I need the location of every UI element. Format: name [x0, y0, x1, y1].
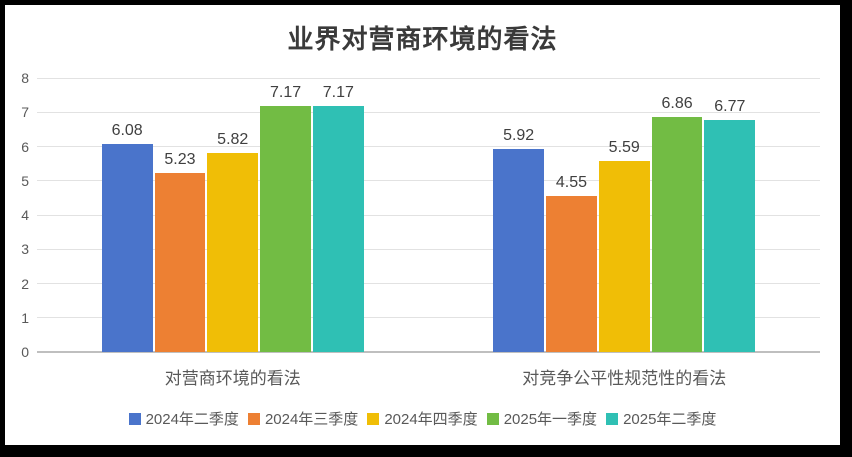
- plot-area: 6.08 5.23 5.82 7.17 7.17 5.92 4.55 5.59 6.86 6.77: [37, 77, 820, 353]
- bar-value-label: 5.92: [503, 127, 535, 145]
- y-tick-label: 3: [21, 241, 29, 258]
- gridline: [37, 111, 820, 113]
- y-tick-label: 0: [21, 344, 29, 360]
- y-tick-label: 1: [21, 309, 29, 326]
- y-tick-label: 6: [21, 138, 29, 155]
- legend-label: 2024年四季度: [384, 411, 478, 428]
- legend: 2024年二季度 2024年三季度 2024年四季度 2025年一季度 2025年二季度: [5, 408, 840, 429]
- legend-label: 2025年一季度: [503, 411, 598, 428]
- gridline: [37, 146, 820, 147]
- legend-item-2024年二季度: 2024年二季度: [128, 408, 239, 429]
- y-axis: 0 1 2 3 4 5 6 7 8: [5, 70, 31, 360]
- y-tick-label: 5: [21, 172, 29, 189]
- legend-item-2024年四季度: 2024年四季度: [367, 408, 478, 429]
- y-tick-label: 2: [21, 275, 29, 292]
- bar-value-label: 4.55: [555, 174, 587, 192]
- legend-swatch-icon: [128, 412, 141, 425]
- legend-swatch-icon: [367, 412, 380, 425]
- bar-value-label: 6.86: [661, 95, 693, 113]
- bar-value-label: 7.17: [322, 84, 354, 102]
- legend-swatch-icon: [247, 412, 260, 425]
- bar-2024年四季度-对营商环境的看法: [207, 152, 259, 352]
- bar-2024年三季度-对营商环境的看法: [154, 172, 206, 352]
- bar-value-label: 7.17: [269, 84, 302, 102]
- legend-label: 2024年二季度: [145, 411, 239, 428]
- bar-2025年一季度-对竞争公平性规范性的看法: [651, 117, 703, 352]
- bar-2025年一季度-对营商环境的看法: [260, 106, 311, 352]
- legend-item-2025年二季度: 2025年二季度: [606, 408, 716, 429]
- gridline: [37, 180, 820, 182]
- bar-value-label: 6.77: [714, 98, 746, 116]
- category-label: 对营商环境的看法: [164, 369, 301, 389]
- legend-item-2025年一季度: 2025年一季度: [486, 408, 598, 429]
- gridline: [37, 248, 820, 250]
- x-axis-baseline: [37, 351, 820, 353]
- bar-value-label: 5.59: [608, 138, 640, 156]
- legend-item-2024年三季度: 2024年三季度: [247, 408, 359, 429]
- chart-surface: 业界对营商环境的看法 0 1 2 3 4 5 6 7 8 6.08 5.23 5.82 7.17 7.1…: [5, 5, 840, 445]
- gridline: [37, 283, 820, 284]
- legend-swatch-icon: [486, 412, 499, 425]
- bar-2024年二季度-对竞争公平性规范性的看法: [493, 149, 545, 352]
- y-tick-label: 4: [21, 207, 29, 223]
- bar-2024年四季度-对竞争公平性规范性的看法: [598, 160, 650, 352]
- gridline: [37, 317, 820, 319]
- category-label: 对竞争公平性规范性的看法: [522, 369, 727, 389]
- legend-label: 2025年二季度: [623, 411, 717, 428]
- y-tick-label: 8: [21, 70, 29, 86]
- legend-swatch-icon: [606, 412, 619, 425]
- x-axis-labels: 对营商环境的看法 对竞争公平性规范性的看法: [5, 5, 840, 445]
- bar-value-label: 5.23: [164, 150, 196, 168]
- chart-title: 业界对营商环境的看法: [287, 25, 558, 55]
- bar-2024年三季度-对竞争公平性规范性的看法: [546, 196, 597, 352]
- bar-2024年二季度-对营商环境的看法: [101, 143, 153, 352]
- bar-2025年二季度-对竞争公平性规范性的看法: [704, 120, 756, 352]
- bar-value-label: 6.08: [111, 121, 143, 139]
- gridline: [37, 77, 820, 79]
- legend-label: 2024年三季度: [264, 411, 359, 428]
- gridline: [37, 214, 820, 216]
- y-tick-label: 7: [21, 104, 29, 121]
- bar-value-label: 5.82: [217, 130, 249, 148]
- bar-2025年二季度-对营商环境的看法: [312, 106, 364, 352]
